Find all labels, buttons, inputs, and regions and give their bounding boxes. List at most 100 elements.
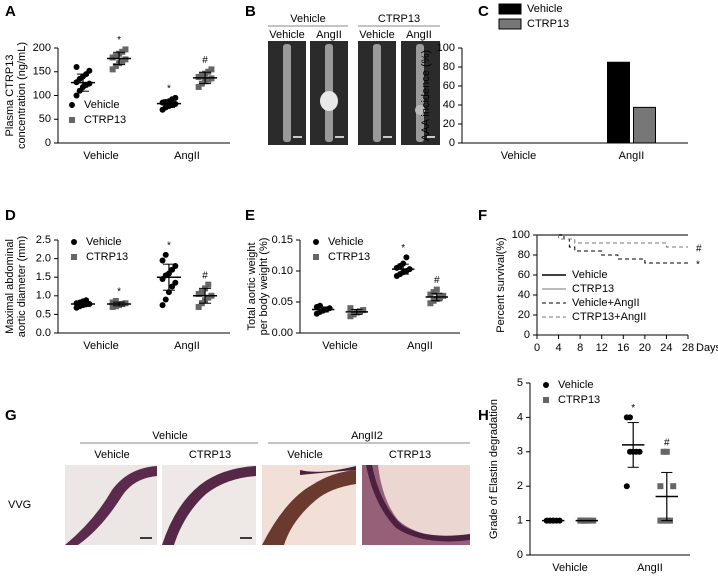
- image-label: CTRP13: [389, 449, 431, 461]
- y-tick-label: 150: [33, 66, 51, 78]
- x-tick-label: 0: [534, 342, 540, 354]
- bar: [607, 61, 630, 144]
- legend-label: CTRP13: [527, 18, 569, 30]
- image-label: AngII: [406, 29, 432, 41]
- data-point: [109, 66, 116, 73]
- y-axis-label: Plasma CTRP13: [4, 55, 16, 137]
- x-tick-label: 8: [577, 342, 583, 354]
- data-point: [627, 414, 633, 421]
- significance-mark: #: [434, 275, 440, 286]
- aorta: [373, 44, 381, 142]
- data-point: [427, 291, 434, 298]
- panel-letter: B: [245, 3, 256, 20]
- image-label: Vehicle: [359, 29, 394, 41]
- significance-mark: *: [117, 287, 121, 298]
- y-axis-label: Maximal abdominal: [4, 239, 16, 334]
- legend-label: CTRP13: [86, 251, 128, 263]
- image-label: CTRP13: [189, 449, 231, 461]
- legend-label: Vehicle+AngII: [572, 297, 640, 309]
- x-tick-label: 12: [596, 342, 608, 354]
- x-axis-label: Days: [696, 342, 718, 354]
- data-point: [660, 448, 667, 455]
- x-tick-label: Vehicle: [83, 150, 118, 162]
- data-point: [122, 56, 129, 63]
- x-tick-label: Vehicle: [501, 150, 536, 162]
- legend-label: CTRP13+AngII: [572, 311, 646, 323]
- panel-letter: A: [5, 3, 16, 20]
- legend-label: Vehicle: [558, 379, 593, 391]
- y-tick-label: 60: [518, 269, 530, 281]
- x-tick-label: AngII: [174, 340, 200, 352]
- vessel-wall: [65, 466, 157, 545]
- x-tick-label: Vehicle: [322, 340, 357, 352]
- significance-mark: *: [167, 84, 171, 95]
- data-point: [430, 289, 437, 296]
- legend-label: Vehicle: [572, 269, 607, 281]
- data-point: [86, 67, 93, 74]
- data-point: [317, 302, 323, 309]
- data-point: [159, 302, 166, 309]
- legend-marker: [69, 102, 75, 108]
- group-label: CTRP13: [378, 13, 420, 25]
- vessel-wall: [300, 466, 356, 475]
- data-point: [198, 289, 205, 296]
- survival-line: [537, 234, 688, 264]
- panel-letter: E: [245, 207, 255, 224]
- legend-label: CTRP13: [572, 283, 614, 295]
- y-tick-label: 0.10: [272, 265, 293, 277]
- vessel-wall: [366, 465, 470, 542]
- y-tick-label: 1.5: [36, 271, 51, 283]
- image-label: Vehicle: [269, 29, 304, 41]
- y-tick-label: 0.0: [36, 327, 51, 339]
- y-tick-label: 4: [517, 411, 523, 423]
- data-point: [109, 299, 116, 306]
- legend-marker: [313, 254, 319, 260]
- legend-label: Vehicle: [84, 99, 119, 111]
- significance-mark: *: [401, 243, 405, 254]
- panel-letter: D: [5, 207, 16, 224]
- y-axis-label: aortic diameter (mm): [16, 236, 28, 337]
- y-axis-label: AAA incidence (%): [420, 50, 432, 141]
- x-tick-label: AngII: [174, 150, 200, 162]
- group-label: Vehicle: [152, 430, 187, 442]
- data-point: [636, 448, 643, 455]
- significance-mark: #: [202, 270, 208, 281]
- legend-label: CTRP13: [328, 251, 370, 263]
- aorta: [283, 44, 291, 142]
- aneurysm: [320, 91, 338, 111]
- y-tick-label: 0.5: [36, 308, 51, 320]
- data-point: [109, 54, 116, 61]
- data-point: [400, 260, 407, 267]
- image-label: Vehicle: [94, 449, 129, 461]
- data-point: [208, 66, 215, 73]
- image-label: AngII: [316, 29, 342, 41]
- data-point: [162, 251, 169, 258]
- y-tick-label: 20: [443, 118, 455, 130]
- legend-label: CTRP13: [558, 394, 600, 406]
- legend-swatch: [498, 18, 522, 30]
- legend-marker: [543, 382, 549, 388]
- legend-marker: [313, 239, 319, 245]
- y-tick-label: 2: [517, 480, 523, 492]
- image-label: Vehicle: [287, 449, 322, 461]
- legend-label: Vehicle: [86, 236, 121, 248]
- data-point: [195, 73, 202, 80]
- legend-marker: [71, 239, 77, 245]
- y-tick-label: 100: [512, 229, 530, 241]
- data-point: [347, 305, 354, 312]
- y-axis-label: concentration (ng/mL): [16, 42, 28, 149]
- data-point: [112, 53, 119, 60]
- panel-letter: C: [478, 3, 489, 20]
- data-point: [86, 80, 93, 87]
- significance-mark: *: [117, 35, 121, 46]
- data-point: [205, 76, 212, 83]
- significance-mark: #: [664, 437, 670, 448]
- y-tick-label: 3: [517, 446, 523, 458]
- data-point: [112, 63, 119, 70]
- y-tick-label: 1: [517, 515, 523, 527]
- y-axis-label: Percent survival(%): [495, 237, 507, 332]
- y-tick-label: 2.0: [36, 253, 51, 265]
- legend-label: CTRP13: [84, 114, 126, 126]
- data-point: [347, 313, 354, 320]
